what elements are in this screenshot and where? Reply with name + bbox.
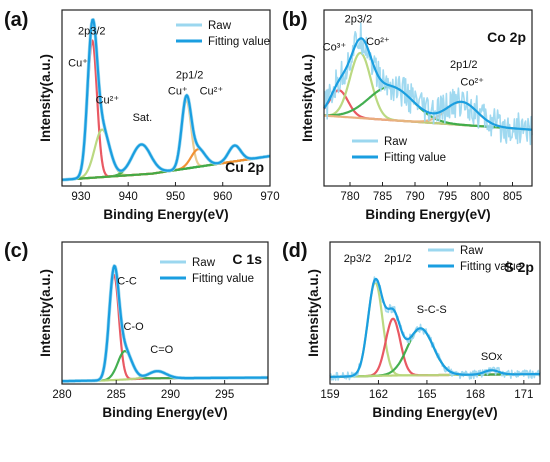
peak-annotation: S-C-S — [417, 304, 447, 316]
x-tick-label: 805 — [503, 191, 522, 203]
peak-annotation: 2p3/2 — [344, 253, 372, 265]
panel-label: (c) — [4, 240, 28, 262]
x-tick-label: 960 — [213, 191, 232, 203]
component-curve — [61, 274, 269, 383]
y-axis-label: Intensity(a.u.) — [38, 269, 53, 357]
x-tick-label: 290 — [161, 389, 180, 401]
legend-label: Raw — [208, 20, 232, 32]
peak-annotation: 2p3/2 — [345, 13, 373, 25]
legend-label: Raw — [192, 257, 216, 269]
corner-label: C 1s — [232, 251, 262, 267]
plot-frame — [329, 241, 541, 385]
x-tick-label: 780 — [340, 191, 359, 203]
x-tick-label: 940 — [119, 191, 138, 203]
plot-frame — [323, 9, 533, 187]
peak-annotation: Cu²⁺ — [200, 85, 224, 97]
x-tick-label: 285 — [107, 389, 126, 401]
peak-annotation: C-O — [123, 321, 144, 333]
x-tick-label: 790 — [405, 191, 424, 203]
x-tick-label: 795 — [438, 191, 457, 203]
x-axis-label: Binding Energy(eV) — [372, 405, 497, 420]
x-tick-label: 171 — [514, 389, 533, 401]
panel-1: (b) 780 785 790 795 800 805 Binding Energy(eV) I… — [282, 9, 533, 222]
panel-label: (b) — [282, 9, 308, 31]
panel-0: (a) 930 940 950 960 970 Binding Energy(eV) Inte… — [4, 9, 280, 222]
corner-label: Cu 2p — [225, 159, 264, 175]
peak-annotation: 2p1/2 — [384, 253, 412, 265]
peak-annotation: C-C — [117, 276, 137, 288]
peak-annotation: 2p1/2 — [176, 70, 204, 82]
x-tick-label: 295 — [215, 389, 234, 401]
y-axis-label: Intensity(a.u.) — [306, 269, 321, 357]
corner-label: S 2p — [504, 259, 534, 275]
y-axis-label: Intensity(a.u.) — [38, 54, 53, 142]
x-axis-label: Binding Energy(eV) — [103, 207, 228, 222]
peak-annotation: Co²⁺ — [460, 77, 484, 89]
fit-curve — [61, 18, 271, 181]
panel-3: (d) 159 162 165 168 171 Binding Energy(eV) Inte… — [282, 240, 541, 420]
plot-frame — [61, 9, 271, 187]
legend-label: Fitting value — [208, 36, 270, 48]
y-axis-label: Intensity(a.u.) — [300, 54, 315, 142]
corner-label: Co 2p — [487, 29, 526, 45]
peak-annotation: Cu⁺ — [168, 85, 188, 97]
peak-annotation: Cu⁺ — [68, 57, 88, 69]
fit-curve — [61, 264, 269, 383]
x-tick-label: 165 — [417, 389, 436, 401]
peak-annotation: Cu²⁺ — [96, 94, 120, 106]
x-tick-label: 950 — [166, 191, 185, 203]
x-axis-label: Binding Energy(eV) — [365, 207, 490, 222]
x-tick-label: 785 — [373, 191, 392, 203]
plot-frame — [61, 241, 269, 385]
fit-curve — [329, 277, 541, 378]
peak-annotation: SOx — [481, 351, 503, 363]
x-axis-label: Binding Energy(eV) — [102, 405, 227, 420]
peak-annotation: 2p3/2 — [78, 26, 106, 38]
x-tick-label: 800 — [470, 191, 489, 203]
x-tick-label: 168 — [466, 389, 485, 401]
peak-annotation: Co³⁺ — [323, 41, 347, 53]
peak-annotation: 2p1/2 — [450, 59, 478, 71]
panel-label: (d) — [282, 240, 308, 262]
legend-label: Raw — [460, 245, 484, 257]
panel-label: (a) — [4, 9, 28, 31]
legend-label: Fitting value — [460, 261, 522, 273]
peak-annotation: Co²⁺ — [366, 36, 390, 48]
raw-curve — [323, 22, 533, 146]
legend-label: Raw — [384, 136, 408, 148]
legend-label: Fitting value — [384, 152, 446, 164]
peak-annotation: C=O — [150, 344, 173, 356]
x-tick-label: 280 — [52, 389, 71, 401]
x-tick-label: 970 — [260, 191, 279, 203]
peak-annotation: Sat. — [133, 112, 153, 124]
fit-curve — [323, 37, 533, 131]
x-tick-label: 162 — [369, 389, 388, 401]
panel-2: (c) 280 285 290 295 Binding Energy(eV) Intensi… — [4, 240, 269, 420]
x-tick-label: 159 — [320, 389, 339, 401]
x-tick-label: 930 — [71, 191, 90, 203]
legend-label: Fitting value — [192, 273, 254, 285]
